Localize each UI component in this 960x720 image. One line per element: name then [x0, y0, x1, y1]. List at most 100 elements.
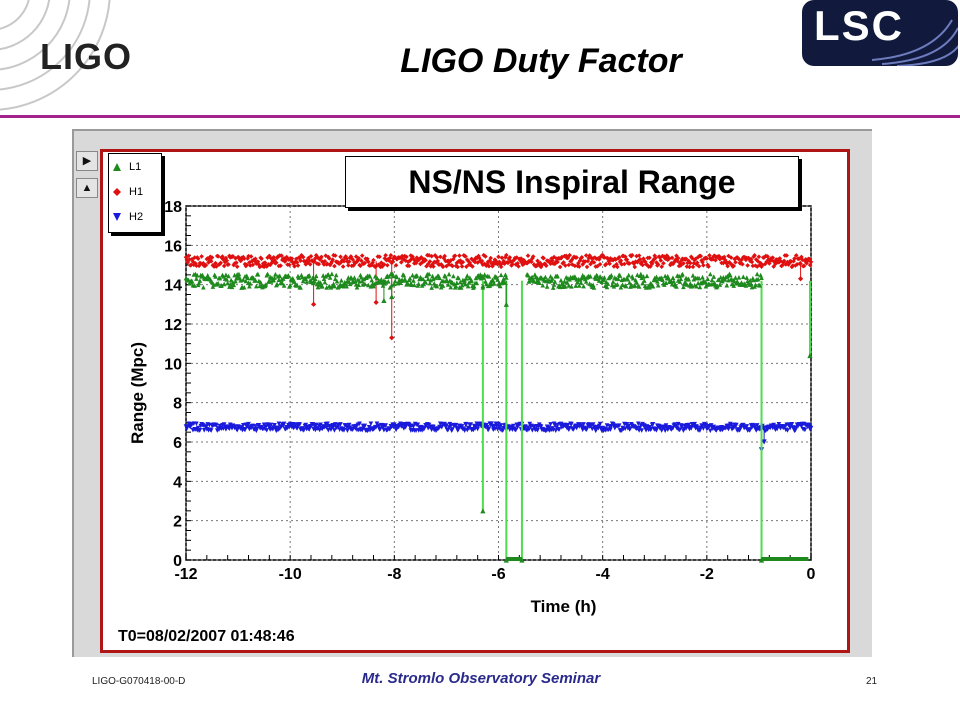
marker-h2 [744, 424, 750, 429]
marker-h1 [658, 258, 664, 263]
marker-l1 [655, 279, 660, 284]
marker-h1 [406, 263, 412, 269]
marker-h1 [346, 259, 352, 264]
marker-l1 [747, 277, 753, 283]
marker-h2 [802, 427, 808, 433]
marker-h1 [548, 261, 553, 266]
marker-h1 [634, 253, 639, 259]
marker-h1 [192, 255, 197, 260]
marker-l1 [622, 276, 627, 282]
marker-h2 [616, 423, 622, 428]
marker-l1 [407, 275, 413, 281]
slide-title: LIGO Duty Factor [400, 42, 682, 80]
marker-l1 [464, 273, 470, 278]
marker-h1 [616, 255, 622, 260]
marker-h1 [506, 256, 512, 262]
marker-l1 [694, 283, 699, 289]
marker-h1 [467, 260, 473, 266]
marker-l1 [498, 272, 504, 278]
marker-l1 [416, 281, 421, 286]
marker-h2 [415, 422, 421, 428]
marker-l1 [280, 280, 285, 286]
marker-l1 [486, 273, 492, 279]
footer-page-number: 21 [866, 676, 878, 687]
marker-h1 [325, 261, 330, 267]
marker-h2 [581, 422, 586, 427]
marker-l1 [467, 275, 473, 280]
marker-l1 [681, 284, 686, 290]
marker-h1 [438, 254, 443, 260]
marker-l1 [306, 273, 312, 278]
x-tick-label: -2 [700, 566, 714, 583]
marker-l1 [744, 275, 750, 280]
marker-l1 [678, 276, 684, 282]
marker-l1 [347, 281, 353, 287]
marker-h1 [751, 254, 757, 260]
marker-h1 [358, 263, 363, 269]
marker-h2 [677, 427, 683, 432]
marker-h1 [246, 253, 251, 259]
marker-l1 [569, 284, 574, 289]
marker-l1 [465, 283, 471, 289]
marker-l1 [575, 279, 580, 284]
marker-h1 [316, 261, 322, 267]
marker-h1 [391, 256, 396, 261]
marker-l1 [324, 285, 329, 290]
lsc-logo: LSC [802, 0, 958, 66]
marker-h1 [403, 258, 408, 263]
marker-h1 [458, 258, 463, 263]
marker-h2 [569, 421, 574, 427]
marker-h1 [497, 259, 502, 265]
marker-h1 [474, 255, 480, 261]
marker-h2 [761, 439, 767, 445]
marker-l1 [389, 293, 395, 300]
marker-h1 [266, 262, 271, 267]
marker-l1 [753, 282, 758, 288]
marker-l1 [684, 282, 690, 287]
marker-h1 [618, 258, 624, 263]
marker-l1 [456, 275, 461, 281]
nav-up-button[interactable]: ▲ [76, 178, 98, 198]
marker-l1 [629, 282, 634, 288]
marker-l1 [544, 284, 550, 289]
marker-h2 [448, 423, 454, 429]
marker-h1 [459, 264, 465, 269]
marker-h1 [754, 264, 760, 269]
marker-l1 [558, 277, 564, 283]
marker-h1 [653, 255, 658, 261]
marker-l1 [247, 283, 252, 289]
marker-l1 [655, 282, 661, 288]
marker-h1 [738, 260, 743, 266]
marker-h1 [632, 264, 638, 270]
marker-l1 [344, 283, 349, 289]
marker-h2 [675, 421, 681, 427]
marker-l1 [354, 284, 360, 290]
marker-h1 [262, 260, 268, 265]
marker-h1 [272, 257, 277, 263]
marker-l1 [352, 278, 358, 284]
marker-h1 [401, 257, 407, 262]
marker-h1 [701, 263, 706, 268]
marker-l1 [240, 277, 246, 282]
marker-h1 [326, 256, 332, 261]
marker-l1 [572, 274, 578, 279]
marker-h1 [369, 262, 375, 268]
marker-h1 [209, 255, 215, 260]
marker-h1 [230, 253, 236, 259]
marker-l1 [263, 282, 269, 287]
marker-h1 [597, 261, 603, 267]
marker-l1 [392, 278, 398, 284]
marker-h1 [778, 258, 783, 264]
marker-h1 [629, 252, 635, 258]
nav-right-button[interactable]: ▶ [76, 151, 98, 171]
marker-h1 [770, 255, 776, 261]
marker-l1 [381, 297, 387, 303]
marker-l1 [318, 280, 323, 285]
marker-l1 [420, 276, 426, 282]
marker-h1 [365, 259, 371, 265]
marker-h2 [654, 428, 659, 433]
marker-l1 [504, 275, 509, 280]
marker-h2 [318, 422, 323, 428]
marker-l1 [329, 271, 335, 277]
marker-h1 [776, 260, 782, 265]
